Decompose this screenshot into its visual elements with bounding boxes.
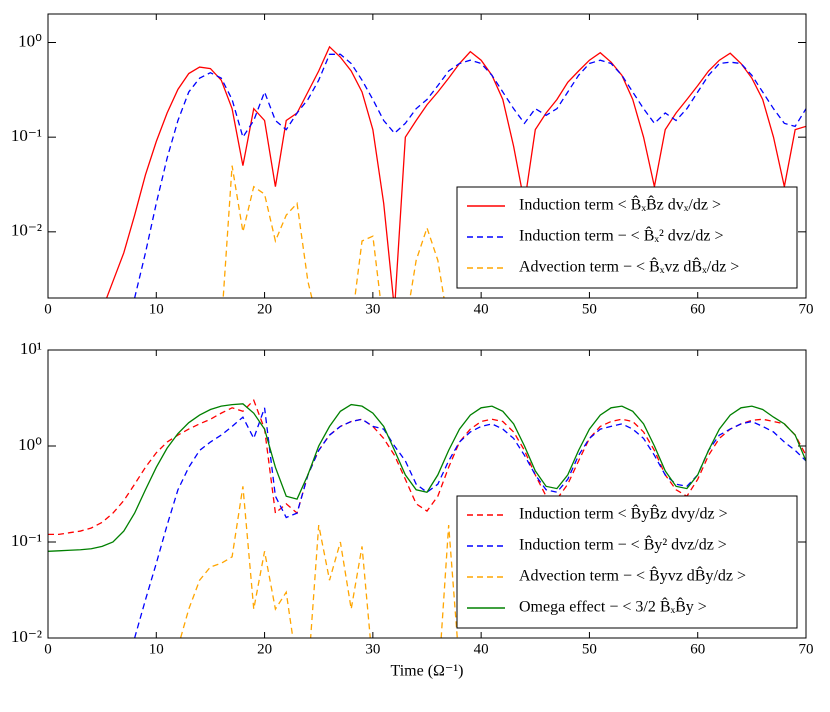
x-tick-label: 60 <box>690 301 705 317</box>
x-tick-label: 20 <box>257 641 272 657</box>
series-line <box>133 53 806 298</box>
x-tick-label: 30 <box>365 641 380 657</box>
panel: 0 10 20 30 40 50 60 70 10⁰ 10⁻¹ 10⁻² Induction term… <box>11 13 814 317</box>
y-tick-label: 10¹ <box>20 339 42 358</box>
legend-label: Induction term < B̂yB̂z dvy/dz > <box>519 504 728 523</box>
legend-label: Induction term − < B̂y² dvz/dz > <box>519 535 727 554</box>
y-tick-label: 10⁻² <box>11 627 42 646</box>
plot-frame <box>47 349 807 639</box>
series-line <box>179 486 458 638</box>
x-tick-label: 20 <box>257 301 272 317</box>
x-tick-label: 70 <box>799 641 814 657</box>
series-line <box>48 403 806 552</box>
panel: 0 10 20 30 40 50 60 70 10¹ 10⁰ 10⁻¹ 10⁻² Induction t… <box>11 339 814 680</box>
legend-box <box>456 495 798 629</box>
x-tick-label: 50 <box>582 641 597 657</box>
y-tick-label: 10⁰ <box>18 435 42 454</box>
x-tick-label: 50 <box>582 301 597 317</box>
series-line <box>105 45 806 298</box>
x-axis-label: Time (Ω⁻¹) <box>391 663 464 680</box>
y-tick-label: 10⁰ <box>18 31 42 50</box>
legend-label: Induction term − < B̂ₓ² dvz/dz > <box>519 226 723 245</box>
x-tick-label: 40 <box>474 301 489 317</box>
x-tick-label: 10 <box>149 301 164 317</box>
legend-label: Advection term − < B̂ₓvz dB̂ₓ/dz > <box>519 257 739 276</box>
x-tick-label: 40 <box>474 641 489 657</box>
y-tick-label: 10⁻¹ <box>11 531 42 550</box>
x-tick-label: 0 <box>44 641 52 657</box>
x-tick-label: 70 <box>799 301 814 317</box>
x-tick-label: 30 <box>365 301 380 317</box>
x-tick-label: 60 <box>690 641 705 657</box>
series-line <box>222 165 445 298</box>
legend-label: Induction term < B̂ₓB̂z dvₓ/dz > <box>519 195 721 214</box>
legend-box <box>456 186 798 289</box>
legend-label: Advection term − < B̂yvz dB̂y/dz > <box>519 566 746 585</box>
y-tick-label: 10⁻¹ <box>11 126 42 145</box>
plot-frame <box>47 13 807 299</box>
x-tick-label: 0 <box>44 301 52 317</box>
legend-label: Omega effect − < 3/2 B̂ₓB̂y > <box>519 597 707 616</box>
x-tick-label: 10 <box>149 641 164 657</box>
y-tick-label: 10⁻² <box>11 221 42 240</box>
series-line <box>48 399 806 536</box>
